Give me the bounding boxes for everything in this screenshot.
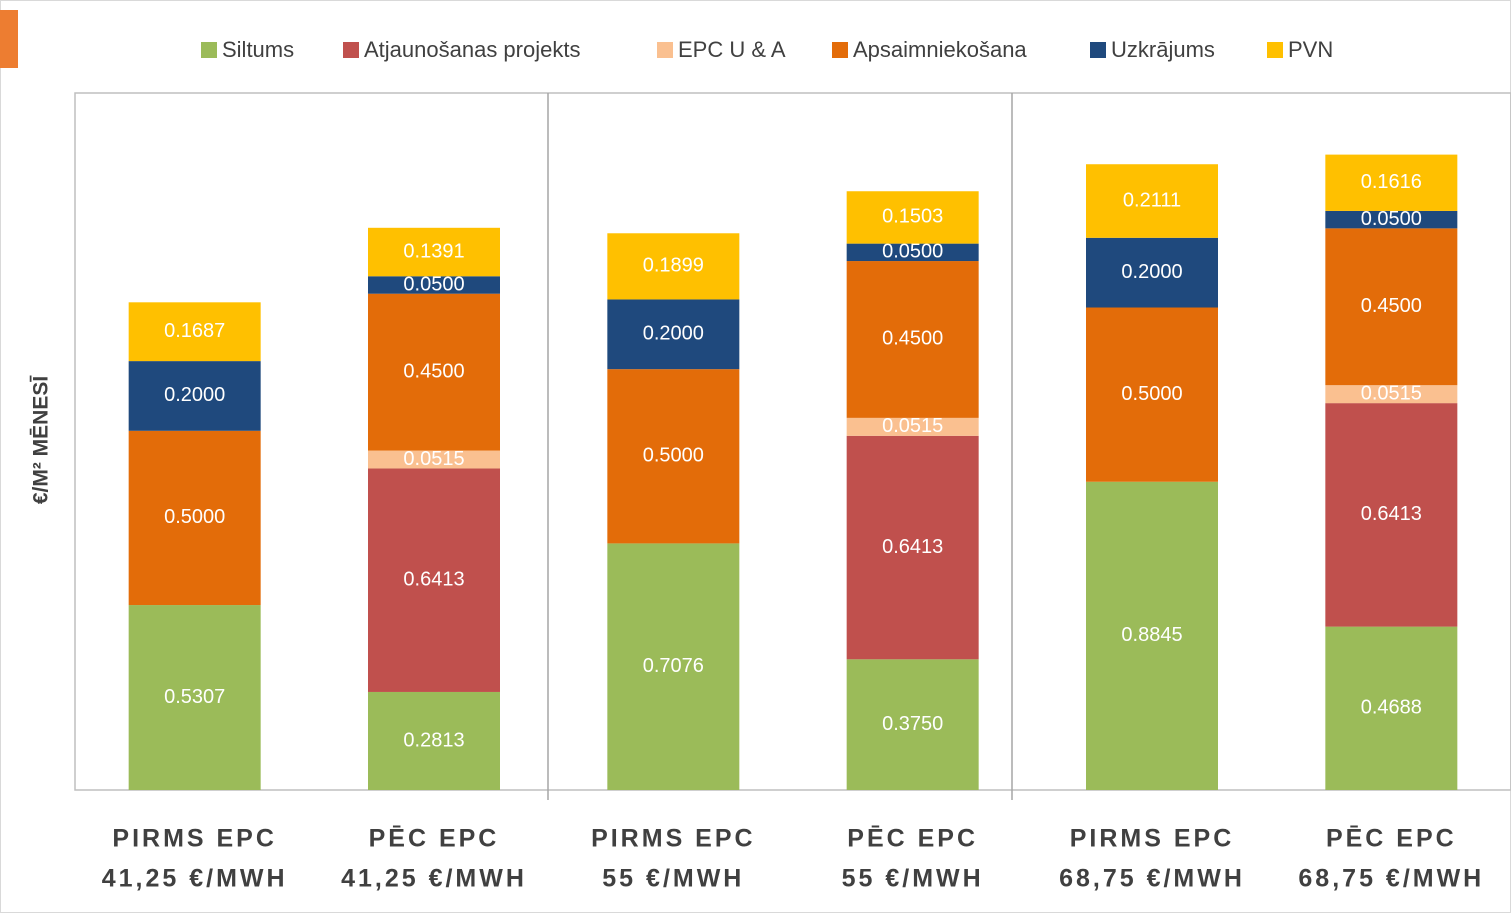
value-label: 0.1687	[164, 320, 225, 342]
legend-label: Atjaunošanas projekts	[364, 37, 580, 62]
legend-label: Uzkrājums	[1111, 37, 1215, 62]
value-label: 0.0500	[1361, 208, 1422, 230]
x-tick-label: PĒC EPC	[1326, 825, 1457, 853]
bar-segment	[128, 605, 261, 790]
bar-segment	[846, 243, 979, 262]
bar-segment	[128, 302, 261, 362]
legend-label: PVN	[1288, 37, 1333, 62]
x-tick-label: 41,25 €/MWH	[102, 865, 288, 893]
bar-segment	[607, 543, 740, 790]
value-label: 0.6413	[1361, 503, 1422, 525]
bar-segment	[368, 468, 500, 692]
value-label: 0.1391	[403, 240, 464, 262]
bar-segment	[368, 450, 500, 469]
x-tick-label: PĒC EPC	[847, 825, 978, 853]
bar-segment	[846, 435, 979, 660]
legend-swatch	[1090, 42, 1106, 58]
value-label: 0.5000	[164, 506, 225, 528]
bar-segment	[1325, 385, 1458, 404]
value-label: 0.0500	[403, 273, 464, 295]
bar-segment	[1086, 481, 1218, 790]
bar-segment	[1325, 154, 1458, 211]
x-tick-label: 41,25 €/MWH	[341, 865, 527, 893]
bar-segment	[128, 430, 261, 606]
accent	[0, 10, 18, 68]
x-tick-label: 68,75 €/MWH	[1059, 865, 1245, 893]
value-label: 0.2000	[643, 323, 704, 345]
value-label: 0.0515	[403, 448, 464, 470]
value-label: 0.5307	[164, 686, 225, 708]
value-label: 0.3750	[882, 713, 943, 735]
legend-label: Siltums	[222, 37, 294, 62]
x-tick-label: 55 €/MWH	[842, 865, 984, 893]
bar-segment	[1325, 403, 1458, 627]
bar-segment	[846, 261, 979, 418]
value-label: 0.1616	[1361, 171, 1422, 193]
bar-segment	[1086, 307, 1218, 482]
value-label: 0.2000	[1121, 261, 1182, 283]
value-label: 0.4500	[403, 360, 464, 382]
value-label: 0.6413	[403, 569, 464, 591]
plot-frame	[74, 92, 1511, 791]
bar-segment	[1325, 228, 1458, 386]
bar-segment	[846, 417, 979, 436]
bar-segment	[846, 191, 979, 244]
value-label: 0.0515	[1361, 382, 1422, 404]
legend-label: Apsaimniekošana	[853, 37, 1027, 62]
value-label: 0.5000	[1121, 383, 1182, 405]
value-label: 0.2000	[164, 384, 225, 406]
bar-segment	[1325, 210, 1458, 229]
value-label: 0.2813	[403, 729, 464, 751]
value-label: 0.8845	[1121, 624, 1182, 646]
value-label: 0.7076	[643, 655, 704, 677]
legend-swatch	[343, 42, 359, 58]
y-axis-label: €/M² MĒNESĪ	[30, 375, 53, 505]
x-tick-label: PĒC EPC	[369, 825, 500, 853]
x-tick-label: 68,75 €/MWH	[1298, 865, 1484, 893]
x-tick-label: PIRMS EPC	[1070, 825, 1235, 853]
bar-segment	[846, 659, 979, 790]
value-label: 0.4500	[1361, 295, 1422, 317]
value-label: 0.0515	[882, 415, 943, 437]
x-tick-label: 55 €/MWH	[602, 865, 744, 893]
value-label: 0.4500	[882, 328, 943, 350]
bar-segment	[607, 369, 740, 544]
bar-segment	[368, 293, 500, 451]
value-label: 0.4688	[1361, 697, 1422, 719]
bar-segment	[1325, 626, 1458, 790]
legend-swatch	[657, 42, 673, 58]
bar-segment	[128, 361, 261, 431]
bar-segment	[368, 276, 500, 294]
x-tick-label: PIRMS EPC	[112, 825, 277, 853]
value-label: 0.1503	[882, 206, 943, 228]
value-label: 0.5000	[643, 445, 704, 467]
bar-segment	[1086, 237, 1218, 308]
x-tick-label: PIRMS EPC	[591, 825, 756, 853]
legend-swatch	[201, 42, 217, 58]
legend-swatch	[832, 42, 848, 58]
bar-segment	[607, 233, 740, 300]
value-label: 0.2111	[1123, 189, 1181, 211]
value-label: 0.1899	[643, 255, 704, 277]
bar-segment	[1086, 164, 1218, 238]
bar-segment	[368, 227, 500, 277]
bar-segment	[607, 299, 740, 370]
value-label: 0.0500	[882, 241, 943, 263]
legend-swatch	[1267, 42, 1283, 58]
bar-segment	[368, 691, 500, 790]
value-label: 0.6413	[882, 536, 943, 558]
legend-label: EPC U & A	[678, 37, 786, 62]
